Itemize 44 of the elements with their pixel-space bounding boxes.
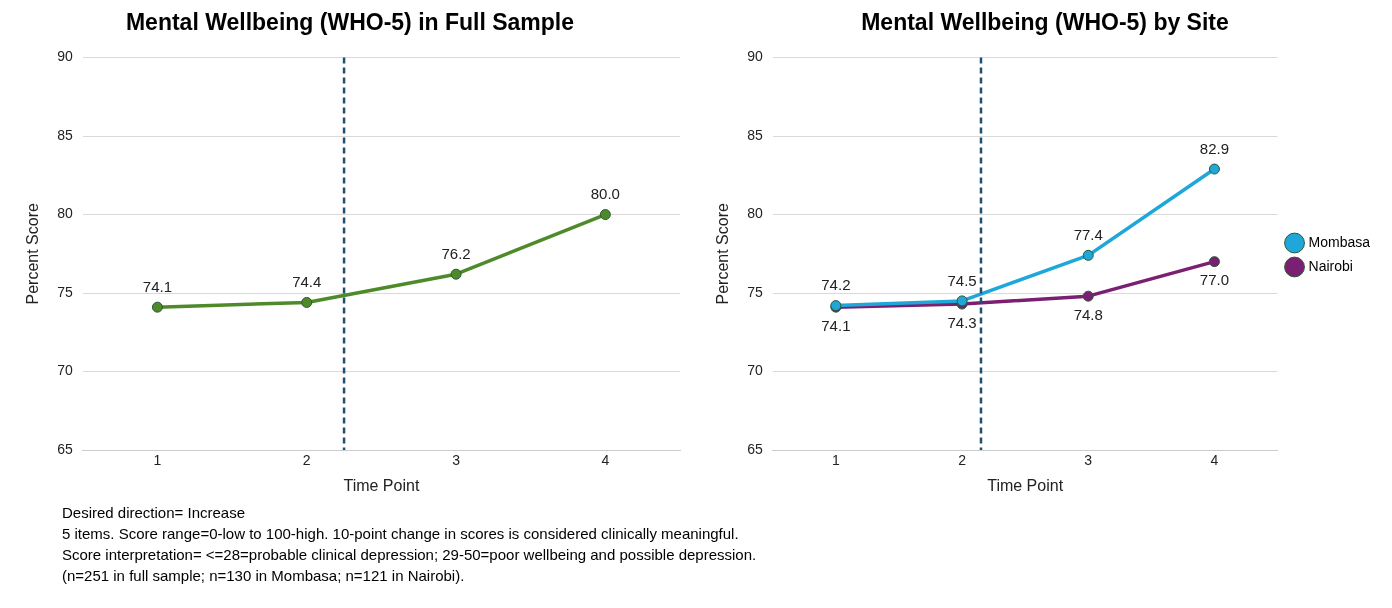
text: Desired direction= Increase	[62, 503, 246, 523]
legend-label: Mombasa	[1308, 233, 1371, 250]
data-label: 74.4	[292, 273, 322, 291]
data-label: 80.0	[590, 185, 620, 203]
x-tick-label: 1	[831, 452, 840, 469]
data-label: 74.1	[821, 316, 851, 334]
x-tick-label: 3	[1084, 452, 1093, 469]
x-axis-title: Time Point	[343, 476, 420, 494]
y-tick-label: 85	[747, 126, 763, 143]
y-tick-label: 65	[747, 440, 763, 457]
data-label: 77.0	[1199, 271, 1230, 289]
y-axis-title: Percent Score	[714, 203, 732, 305]
x-tick-label: 1	[153, 452, 162, 469]
data-label: 74.5	[947, 271, 977, 289]
data-label: 82.9	[1199, 139, 1230, 157]
data-label: 76.2	[441, 244, 471, 262]
text: Score interpretation= <=28=probable clinical depression; 29-50=poor wellbeing and possible depression.	[62, 545, 758, 565]
y-tick-label: 85	[57, 126, 73, 143]
chart-title: Mental Wellbeing (WHO-5) by Site	[861, 9, 1229, 36]
data-label: 74.1	[142, 277, 173, 295]
x-axis-title: Time Point	[987, 476, 1064, 494]
text: (n=251 in full sample; n=130 in Mombasa; n=121 in Nairobi).	[62, 566, 466, 586]
chart-title: Mental Wellbeing (WHO-5) in Full Sample	[125, 9, 575, 36]
y-tick-label: 90	[57, 48, 73, 65]
x-tick-label: 3	[452, 452, 461, 469]
data-label: 77.4	[1073, 226, 1103, 244]
y-tick-label: 80	[57, 205, 73, 222]
x-tick-label: 4	[601, 452, 610, 469]
text: 5 items. Score range=0-low to 100-high. 10-point change in scores is considered clinically meaningful.	[62, 524, 740, 544]
y-tick-label: 65	[57, 440, 73, 457]
legend-label: Nairobi	[1308, 257, 1353, 274]
x-tick-label: 2	[958, 452, 967, 469]
data-label: 74.2	[821, 276, 851, 294]
x-tick-label: 4	[1210, 452, 1219, 469]
y-axis-title: Percent Score	[24, 203, 42, 305]
y-tick-label: 90	[747, 48, 763, 65]
y-tick-label: 75	[57, 283, 73, 300]
y-tick-label: 70	[747, 362, 763, 379]
y-tick-label: 70	[57, 362, 73, 379]
data-label: 74.3	[947, 313, 977, 331]
y-tick-label: 75	[747, 283, 763, 300]
data-label: 74.8	[1073, 305, 1103, 323]
y-tick-label: 80	[747, 205, 763, 222]
x-tick-label: 2	[302, 452, 311, 469]
